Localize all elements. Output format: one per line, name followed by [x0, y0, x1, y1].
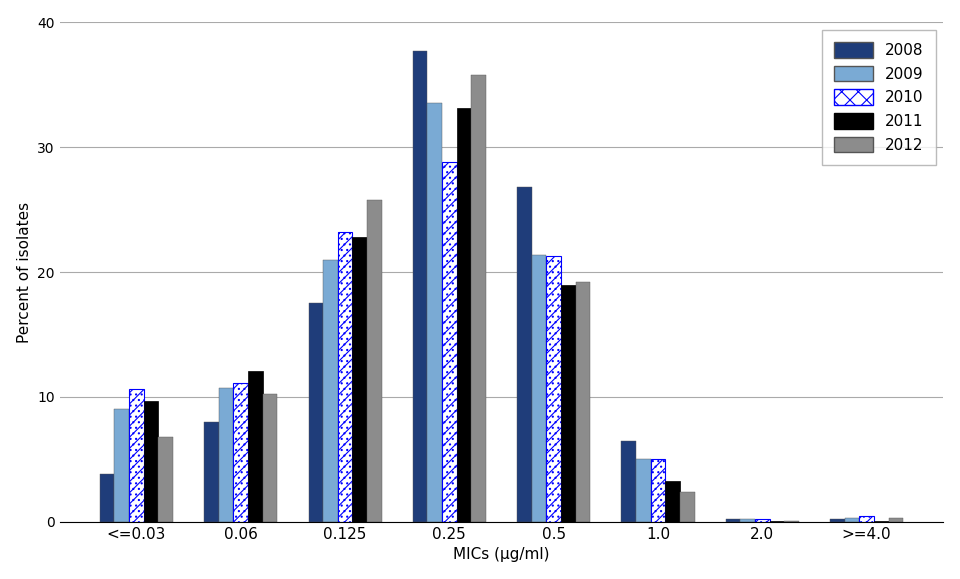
Bar	[636, 460, 651, 522]
Bar	[233, 383, 248, 522]
Bar	[308, 303, 324, 522]
Bar	[442, 162, 457, 522]
Bar	[352, 237, 367, 522]
Bar	[219, 389, 233, 522]
Bar	[100, 474, 114, 522]
Bar	[770, 521, 784, 522]
Bar	[144, 401, 158, 522]
Bar	[830, 519, 845, 522]
Bar	[114, 409, 129, 522]
Bar	[621, 441, 636, 522]
Bar	[859, 516, 874, 522]
Bar	[442, 162, 457, 522]
Bar	[263, 394, 277, 522]
Bar	[889, 518, 903, 522]
Bar	[532, 255, 546, 522]
Bar	[859, 516, 874, 522]
Bar	[755, 519, 770, 522]
Bar	[233, 383, 248, 522]
X-axis label: MICs (μg/ml): MICs (μg/ml)	[453, 547, 550, 562]
Bar	[324, 259, 338, 522]
Bar	[680, 492, 694, 522]
Bar	[129, 390, 144, 522]
Bar	[338, 232, 352, 522]
Bar	[651, 460, 665, 522]
Bar	[158, 437, 173, 522]
Legend: 2008, 2009, 2010, 2011, 2012: 2008, 2009, 2010, 2011, 2012	[822, 30, 936, 165]
Bar	[784, 521, 799, 522]
Bar	[576, 282, 590, 522]
Bar	[651, 460, 665, 522]
Bar	[561, 284, 576, 522]
Bar	[845, 518, 859, 522]
Bar	[338, 232, 352, 522]
Bar	[546, 256, 561, 522]
Bar	[517, 187, 532, 522]
Y-axis label: Percent of isolates: Percent of isolates	[16, 201, 32, 343]
Bar	[457, 108, 471, 522]
Bar	[726, 519, 740, 522]
Bar	[740, 519, 755, 522]
Bar	[204, 422, 219, 522]
Bar	[427, 104, 442, 522]
Bar	[129, 390, 144, 522]
Bar	[413, 51, 427, 522]
Bar	[367, 200, 381, 522]
Bar	[874, 521, 889, 522]
Bar	[665, 481, 680, 522]
Bar	[471, 75, 486, 522]
Bar	[546, 256, 561, 522]
Bar	[755, 519, 770, 522]
Bar	[248, 371, 263, 522]
